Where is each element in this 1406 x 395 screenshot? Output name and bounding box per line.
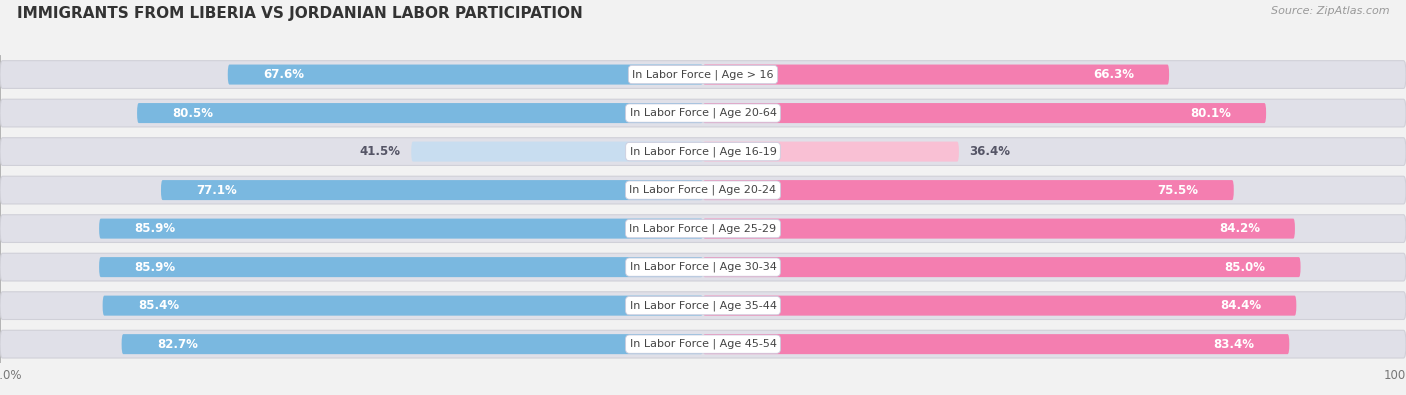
FancyBboxPatch shape — [703, 180, 1234, 200]
FancyBboxPatch shape — [0, 253, 1406, 281]
Text: In Labor Force | Age 45-54: In Labor Force | Age 45-54 — [630, 339, 776, 350]
Text: In Labor Force | Age 20-64: In Labor Force | Age 20-64 — [630, 108, 776, 118]
FancyBboxPatch shape — [98, 218, 703, 239]
Text: In Labor Force | Age 20-24: In Labor Force | Age 20-24 — [630, 185, 776, 196]
FancyBboxPatch shape — [0, 61, 1406, 88]
Text: 75.5%: 75.5% — [1157, 184, 1198, 197]
FancyBboxPatch shape — [703, 141, 959, 162]
Text: IMMIGRANTS FROM LIBERIA VS JORDANIAN LABOR PARTICIPATION: IMMIGRANTS FROM LIBERIA VS JORDANIAN LAB… — [17, 6, 582, 21]
Text: 80.1%: 80.1% — [1189, 107, 1232, 120]
Text: 84.4%: 84.4% — [1220, 299, 1261, 312]
Text: Source: ZipAtlas.com: Source: ZipAtlas.com — [1271, 6, 1389, 16]
FancyBboxPatch shape — [138, 103, 703, 123]
FancyBboxPatch shape — [0, 99, 1406, 127]
Text: 67.6%: 67.6% — [263, 68, 304, 81]
Text: 85.0%: 85.0% — [1225, 261, 1265, 274]
Text: 80.5%: 80.5% — [173, 107, 214, 120]
Text: 77.1%: 77.1% — [197, 184, 236, 197]
Text: In Labor Force | Age 30-34: In Labor Force | Age 30-34 — [630, 262, 776, 273]
FancyBboxPatch shape — [703, 334, 1289, 354]
Text: In Labor Force | Age 25-29: In Labor Force | Age 25-29 — [630, 223, 776, 234]
Text: In Labor Force | Age 35-44: In Labor Force | Age 35-44 — [630, 300, 776, 311]
FancyBboxPatch shape — [703, 64, 1170, 85]
FancyBboxPatch shape — [703, 218, 1295, 239]
FancyBboxPatch shape — [703, 295, 1296, 316]
FancyBboxPatch shape — [98, 257, 703, 277]
FancyBboxPatch shape — [103, 295, 703, 316]
FancyBboxPatch shape — [0, 176, 1406, 204]
FancyBboxPatch shape — [121, 334, 703, 354]
Text: 85.4%: 85.4% — [138, 299, 179, 312]
Text: 85.9%: 85.9% — [134, 222, 176, 235]
Text: In Labor Force | Age 16-19: In Labor Force | Age 16-19 — [630, 146, 776, 157]
FancyBboxPatch shape — [0, 292, 1406, 320]
FancyBboxPatch shape — [160, 180, 703, 200]
FancyBboxPatch shape — [412, 141, 703, 162]
Text: In Labor Force | Age > 16: In Labor Force | Age > 16 — [633, 69, 773, 80]
Text: 66.3%: 66.3% — [1092, 68, 1135, 81]
Text: 84.2%: 84.2% — [1219, 222, 1260, 235]
FancyBboxPatch shape — [228, 64, 703, 85]
FancyBboxPatch shape — [703, 103, 1267, 123]
Text: 85.9%: 85.9% — [134, 261, 176, 274]
Text: 82.7%: 82.7% — [157, 338, 198, 351]
FancyBboxPatch shape — [0, 330, 1406, 358]
FancyBboxPatch shape — [0, 215, 1406, 243]
FancyBboxPatch shape — [0, 138, 1406, 166]
Text: 41.5%: 41.5% — [360, 145, 401, 158]
Text: 36.4%: 36.4% — [970, 145, 1011, 158]
FancyBboxPatch shape — [703, 257, 1301, 277]
Text: 83.4%: 83.4% — [1213, 338, 1254, 351]
